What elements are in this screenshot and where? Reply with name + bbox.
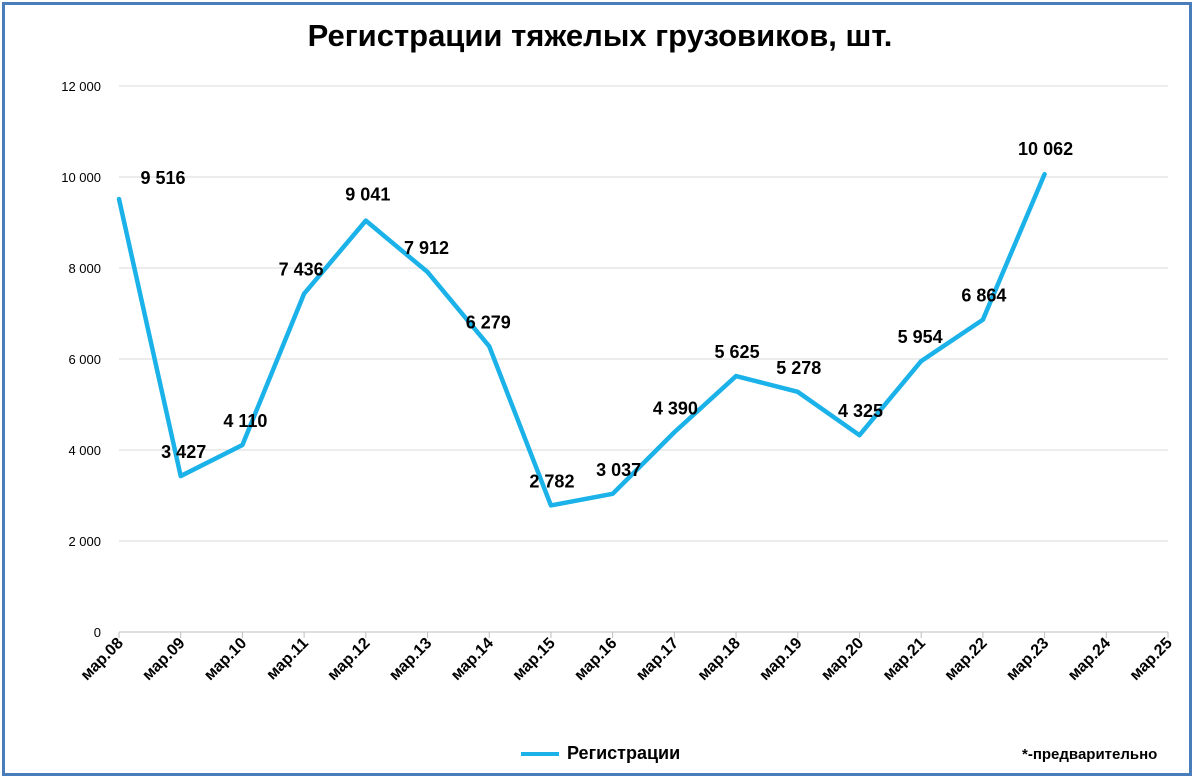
data-label: 5 278 [776, 358, 821, 378]
footnote: *-предварительно [1022, 746, 1158, 763]
x-tick-label: мар.13 [386, 635, 435, 684]
y-tick-label: 0 [94, 625, 101, 640]
data-label: 3 427 [161, 442, 206, 462]
y-tick-label: 4 000 [68, 443, 101, 458]
x-tick-label: мар.20 [818, 635, 867, 684]
x-tick-label: мар.12 [324, 635, 373, 684]
y-tick-label: 10 000 [61, 170, 101, 185]
y-tick-label: 6 000 [68, 352, 101, 367]
data-label: 10 062 [1018, 139, 1073, 159]
x-tick-label: мар.16 [571, 635, 620, 684]
x-tick-label: мар.14 [448, 635, 497, 684]
y-tick-label: 12 000 [61, 79, 101, 94]
series-line-registrations [116, 171, 1047, 508]
x-tick-label: мар.22 [942, 635, 991, 684]
x-tick-label: мар.24 [1065, 635, 1114, 684]
data-label: 4 390 [653, 398, 698, 418]
data-label: 9 516 [140, 168, 185, 188]
x-tick-label: мар.11 [263, 635, 312, 684]
data-label: 3 037 [596, 460, 641, 480]
x-tick-label: мар.17 [633, 635, 682, 684]
data-label: 4 110 [223, 411, 267, 431]
data-label: 7 436 [279, 260, 324, 280]
x-tick-label: мар.09 [139, 635, 188, 684]
x-tick-label: мар.23 [1003, 635, 1052, 684]
legend: Регистрации [521, 743, 680, 764]
x-tick-label: мар.25 [1127, 635, 1176, 684]
data-label: 5 954 [898, 327, 943, 347]
legend-swatch [521, 751, 559, 756]
x-tick-label: мар.08 [78, 635, 127, 684]
chart-title: Регистрации тяжелых грузовиков, шт. [307, 18, 893, 53]
data-label: 4 325 [838, 401, 883, 421]
x-tick-label: мар.21 [880, 635, 929, 684]
data-label: 9 041 [345, 185, 390, 205]
data-label: 7 912 [404, 238, 449, 258]
data-label: 5 625 [715, 342, 760, 362]
y-tick-label: 8 000 [68, 261, 101, 276]
x-tick-label: мар.15 [510, 635, 559, 684]
data-label: 6 864 [961, 286, 1006, 306]
x-tick-label: мар.18 [695, 635, 744, 684]
x-tick-label: мар.19 [756, 635, 805, 684]
y-tick-label: 2 000 [68, 534, 101, 549]
data-label: 2 782 [529, 471, 574, 491]
x-tick-label: мар.10 [201, 635, 250, 684]
legend-label: Регистрации [567, 743, 681, 763]
chart-frame [2, 2, 1192, 776]
data-label: 6 279 [466, 312, 511, 332]
